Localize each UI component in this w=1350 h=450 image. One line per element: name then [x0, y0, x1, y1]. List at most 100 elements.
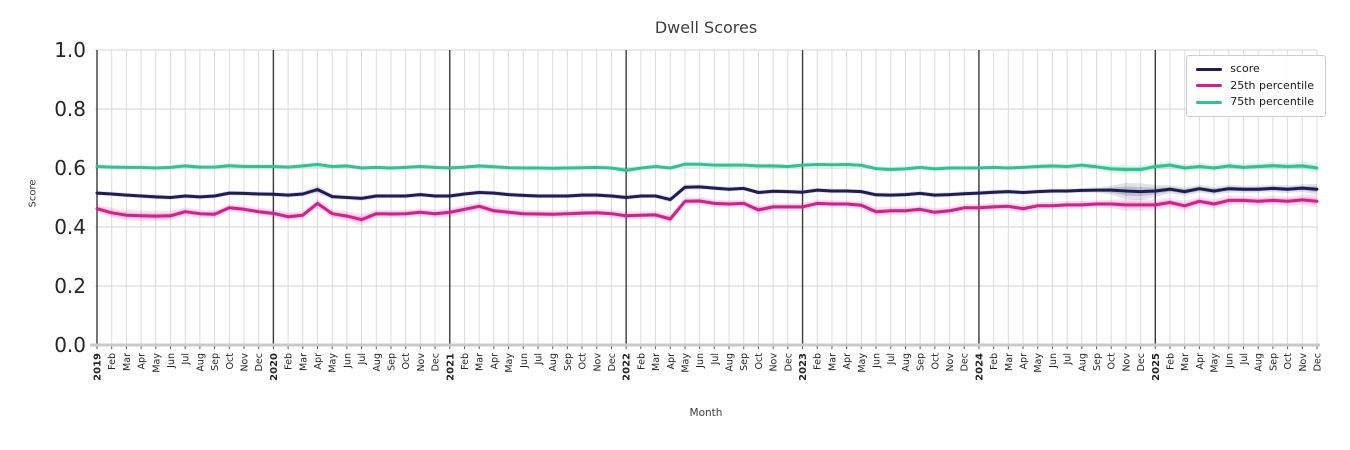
percentile75-line-swatch — [1196, 101, 1223, 105]
svg-text:Nov: Nov — [416, 353, 427, 372]
svg-text:Feb: Feb — [284, 353, 295, 370]
svg-text:Nov: Nov — [945, 353, 956, 372]
svg-text:Jul: Jul — [357, 353, 368, 365]
svg-text:Aug: Aug — [901, 353, 912, 372]
svg-text:Sep: Sep — [739, 353, 750, 371]
svg-text:0.4: 0.4 — [54, 215, 86, 239]
chart-title: Dwell Scores — [654, 18, 758, 37]
svg-text:Apr: Apr — [489, 353, 500, 370]
legend-label-75th-percentile: 75th percentile — [1230, 95, 1314, 109]
svg-text:Jun: Jun — [872, 353, 883, 369]
svg-text:Apr: Apr — [1195, 353, 1206, 370]
legend-label-25th-percentile: 25th percentile — [1230, 78, 1314, 92]
svg-text:Oct: Oct — [754, 353, 765, 370]
svg-text:2020: 2020 — [269, 353, 280, 381]
svg-text:Mar: Mar — [827, 353, 838, 371]
legend-item-score: score — [1196, 62, 1314, 76]
svg-text:Dec: Dec — [607, 353, 618, 371]
svg-text:Aug: Aug — [372, 353, 383, 372]
svg-text:Jul: Jul — [886, 353, 897, 365]
svg-text:Aug: Aug — [548, 353, 559, 372]
svg-text:0.0: 0.0 — [54, 333, 86, 357]
svg-text:Jul: Jul — [1239, 353, 1250, 365]
svg-text:May: May — [680, 353, 691, 373]
svg-text:Dec: Dec — [960, 353, 971, 371]
svg-text:2025: 2025 — [1151, 353, 1162, 381]
svg-text:Jun: Jun — [695, 353, 706, 369]
svg-text:Feb: Feb — [636, 353, 647, 370]
svg-text:Sep: Sep — [1268, 353, 1279, 371]
svg-text:2022: 2022 — [622, 353, 633, 381]
svg-text:Jun: Jun — [166, 353, 177, 369]
svg-text:2024: 2024 — [974, 353, 985, 381]
svg-text:Nov: Nov — [1121, 353, 1132, 372]
svg-text:Jul: Jul — [710, 353, 721, 365]
svg-text:Oct: Oct — [225, 353, 236, 370]
svg-text:Oct: Oct — [930, 353, 941, 370]
svg-text:Mar: Mar — [651, 353, 662, 371]
svg-text:0.8: 0.8 — [54, 97, 86, 121]
svg-text:Nov: Nov — [769, 353, 780, 372]
svg-text:2021: 2021 — [445, 353, 456, 381]
svg-text:Jul: Jul — [533, 353, 544, 365]
svg-text:Aug: Aug — [725, 353, 736, 372]
svg-text:Dec: Dec — [431, 353, 442, 371]
svg-text:May: May — [151, 353, 162, 373]
svg-text:2019: 2019 — [93, 353, 104, 381]
legend-item-25th-percentile: 25th percentile — [1196, 78, 1314, 93]
svg-text:Feb: Feb — [1166, 353, 1177, 370]
svg-text:Oct: Oct — [1107, 353, 1118, 370]
svg-text:Dec: Dec — [254, 353, 265, 371]
svg-text:Sep: Sep — [386, 353, 397, 371]
percentile25-line-swatch — [1196, 84, 1223, 88]
svg-text:Apr: Apr — [666, 353, 677, 370]
svg-text:Feb: Feb — [813, 353, 824, 370]
svg-text:Dec: Dec — [1313, 353, 1324, 371]
svg-text:Aug: Aug — [1077, 353, 1088, 372]
svg-text:Apr: Apr — [842, 353, 853, 370]
svg-text:Feb: Feb — [107, 353, 118, 370]
svg-text:May: May — [1210, 353, 1221, 373]
svg-text:May: May — [857, 353, 868, 373]
svg-text:Mar: Mar — [1180, 353, 1191, 371]
legend-label-score: score — [1230, 62, 1260, 75]
svg-text:Jul: Jul — [181, 353, 192, 365]
svg-text:Nov: Nov — [1298, 353, 1309, 372]
svg-text:Feb: Feb — [989, 353, 1000, 370]
svg-text:Apr: Apr — [137, 353, 148, 370]
svg-text:0.6: 0.6 — [54, 156, 86, 180]
svg-text:Mar: Mar — [475, 353, 486, 371]
svg-text:Jun: Jun — [342, 353, 353, 369]
svg-text:Sep: Sep — [210, 353, 221, 371]
svg-text:Mar: Mar — [298, 353, 309, 371]
svg-text:0.2: 0.2 — [54, 274, 86, 298]
svg-text:Sep: Sep — [563, 353, 574, 371]
svg-text:Jun: Jun — [1224, 353, 1235, 369]
svg-text:May: May — [1033, 353, 1044, 373]
x-axis-label: Month — [689, 407, 723, 419]
svg-text:Jun: Jun — [1048, 353, 1059, 369]
svg-text:Dec: Dec — [783, 353, 794, 371]
svg-text:Sep: Sep — [1092, 353, 1103, 371]
svg-text:May: May — [328, 353, 339, 373]
svg-text:Oct: Oct — [1283, 353, 1294, 370]
legend: score 25th percentile 75th percentile — [1186, 55, 1326, 117]
svg-text:Apr: Apr — [1019, 353, 1030, 370]
svg-text:Nov: Nov — [239, 353, 250, 372]
svg-text:Feb: Feb — [460, 353, 471, 370]
svg-text:Sep: Sep — [916, 353, 927, 371]
svg-text:Oct: Oct — [401, 353, 412, 370]
svg-text:Aug: Aug — [1254, 353, 1265, 372]
svg-text:Apr: Apr — [313, 353, 324, 370]
svg-text:Nov: Nov — [592, 353, 603, 372]
svg-text:Aug: Aug — [195, 353, 206, 372]
legend-item-75th-percentile: 75th percentile — [1196, 96, 1314, 109]
svg-text:2023: 2023 — [798, 353, 809, 381]
svg-text:Jun: Jun — [519, 353, 530, 369]
svg-text:May: May — [504, 353, 515, 373]
svg-text:Mar: Mar — [122, 353, 133, 371]
svg-text:1.0: 1.0 — [54, 38, 86, 62]
score-line-swatch — [1196, 67, 1223, 71]
